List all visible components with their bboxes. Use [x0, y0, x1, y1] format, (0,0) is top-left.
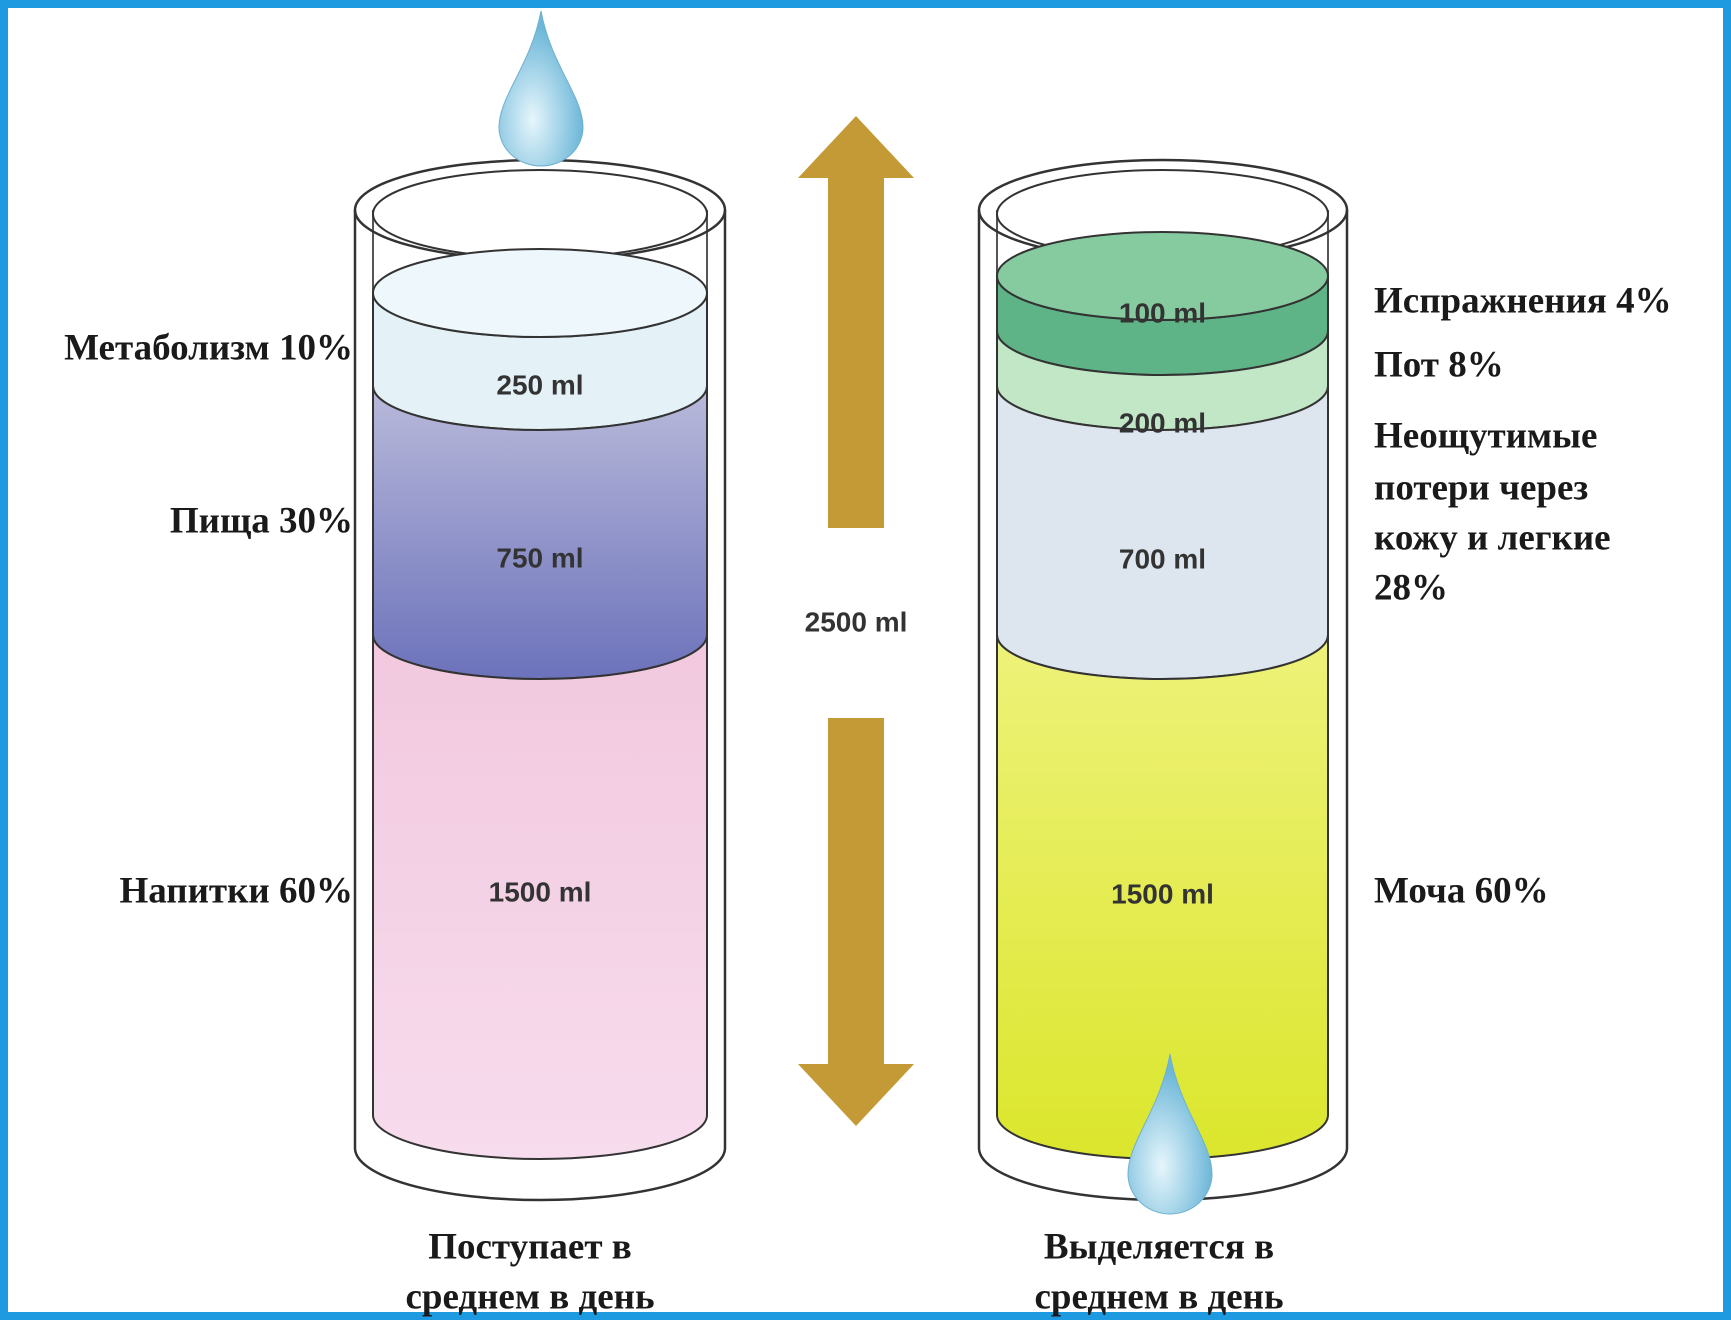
layer-label: Неощутимые: [1374, 415, 1597, 456]
layer-label: Моча 60%: [1374, 870, 1549, 911]
diagram: 2500 ml 250 ml 750 ml 1500 ml 100 ml 200 ml 7…: [0, 0, 1731, 1320]
caption: Выделяется в: [1044, 1226, 1274, 1267]
amount-label: 700 ml: [1119, 543, 1206, 574]
liquid-layer: [373, 386, 707, 679]
amount-label: 1500 ml: [489, 876, 592, 907]
arrow-up: [798, 116, 914, 528]
layer-label: потери через: [1374, 467, 1588, 508]
water-drop: [499, 11, 583, 166]
amount-label: 750 ml: [496, 542, 583, 573]
layer-label: кожу и легкие: [1374, 517, 1611, 558]
glass-rim: [373, 170, 707, 258]
layer-label: Напитки 60%: [120, 870, 354, 911]
caption: среднем в день: [405, 1276, 654, 1317]
layer-label: Метаболизм 10%: [64, 327, 353, 368]
layer-label: Пот 8%: [1374, 344, 1504, 385]
total-label: 2500 ml: [805, 606, 908, 637]
amount-label: 100 ml: [1119, 297, 1206, 328]
caption: Поступает в: [428, 1226, 632, 1267]
amount-label: 1500 ml: [1111, 878, 1214, 909]
page: 2500 ml 250 ml 750 ml 1500 ml 100 ml 200 ml 7…: [0, 0, 1731, 1320]
caption: среднем в день: [1034, 1276, 1283, 1317]
layer-label: Испражнения 4%: [1374, 280, 1672, 321]
amount-label: 250 ml: [496, 369, 583, 400]
liquid-surface: [373, 249, 707, 337]
layer-label: Пища 30%: [170, 500, 353, 541]
layer-label: 28%: [1374, 567, 1448, 608]
amount-label: 200 ml: [1119, 407, 1206, 438]
glass-rim: [355, 160, 725, 260]
arrow-down: [798, 718, 914, 1126]
